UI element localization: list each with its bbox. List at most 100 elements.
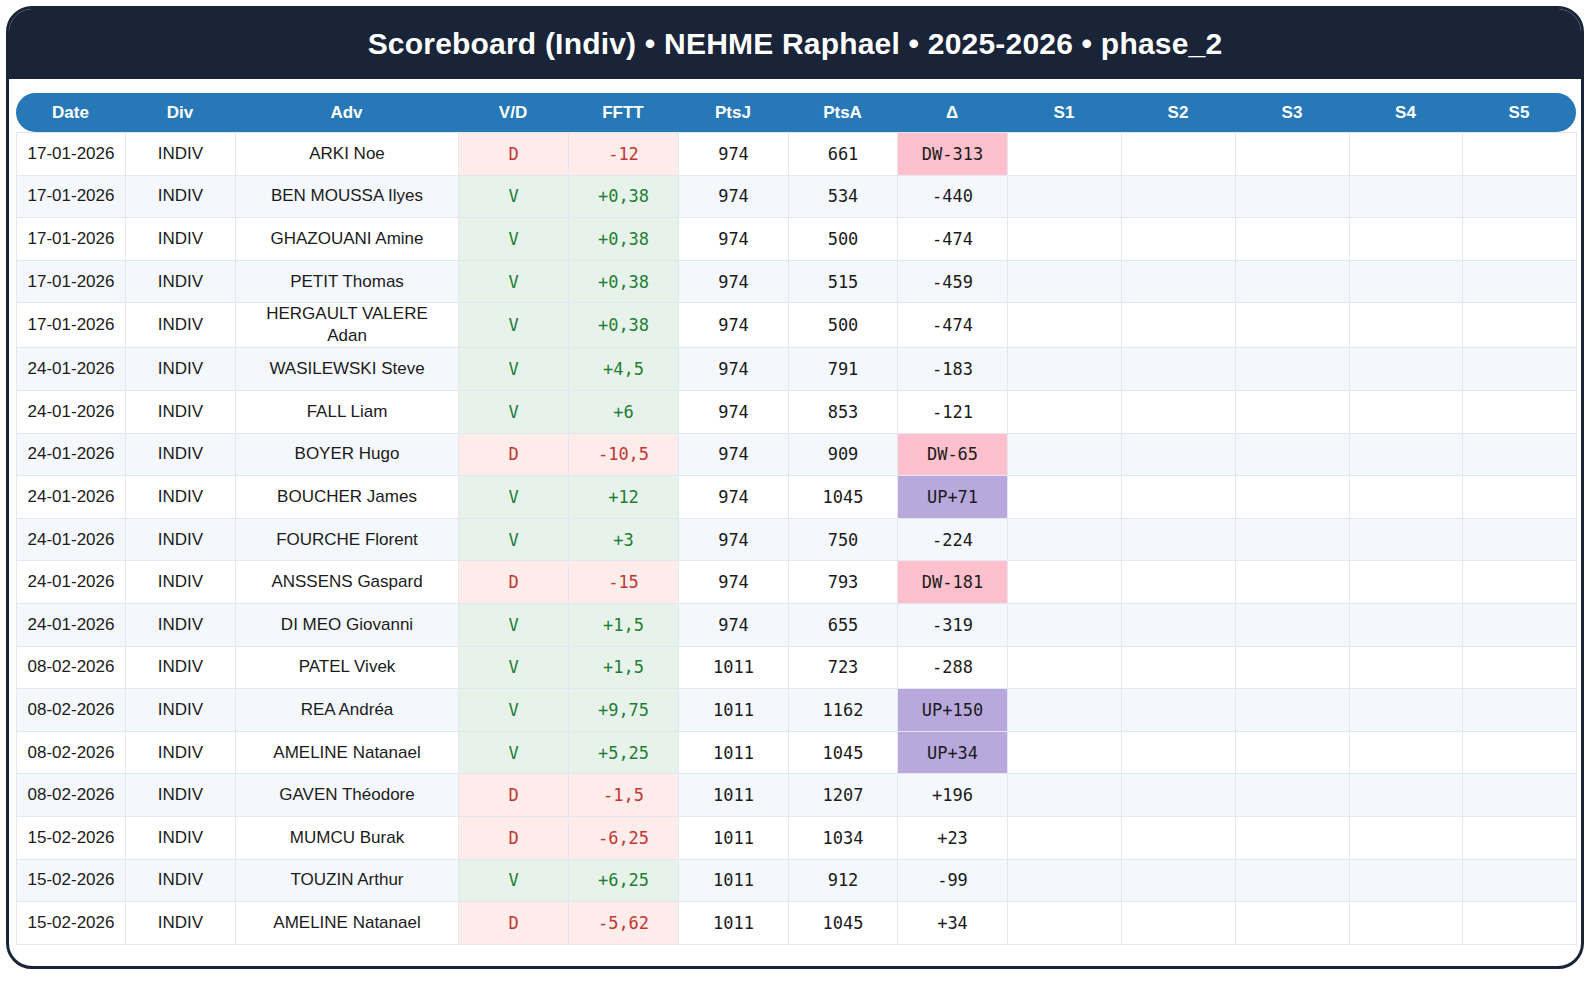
- player-points-cell: 974: [679, 561, 789, 604]
- match-row: 24-01-2026 INDIV FOURCHE Florent V +3 97…: [17, 518, 1577, 561]
- set3-cell: [1236, 774, 1350, 817]
- set3-cell: [1236, 731, 1350, 774]
- result-cell: D: [459, 561, 569, 604]
- set4-cell: [1350, 133, 1463, 176]
- date-cell: 17-01-2026: [17, 260, 126, 303]
- set5-cell: [1463, 476, 1577, 519]
- opponent-name-cell: GAVEN Théodore: [236, 774, 459, 817]
- fftt-points-cell: -15: [569, 561, 679, 604]
- set5-cell: [1463, 390, 1577, 433]
- player-points-cell: 974: [679, 175, 789, 218]
- fftt-points-cell: +6: [569, 390, 679, 433]
- set2-cell: [1122, 774, 1236, 817]
- set2-cell: [1122, 260, 1236, 303]
- opponent-name-cell: BOUCHER James: [236, 476, 459, 519]
- result-cell: V: [459, 303, 569, 348]
- column-header-s5: S5: [1462, 103, 1576, 123]
- opponent-name-cell: ANSSENS Gaspard: [236, 561, 459, 604]
- set1-cell: [1008, 133, 1122, 176]
- division-cell: INDIV: [126, 646, 236, 689]
- set3-cell: [1236, 348, 1350, 391]
- fftt-points-cell: -10,5: [569, 433, 679, 476]
- opponent-points-cell: 1207: [789, 774, 898, 817]
- title-bar: Scoreboard (Indiv) • NEHME Raphael • 202…: [9, 9, 1581, 79]
- match-row: 17-01-2026 INDIV GHAZOUANI Amine V +0,38…: [17, 218, 1577, 261]
- result-cell: D: [459, 774, 569, 817]
- set4-cell: [1350, 603, 1463, 646]
- delta-cell: -288: [898, 646, 1008, 689]
- delta-cell: +34: [898, 902, 1008, 945]
- opponent-name-cell: PATEL Vivek: [236, 646, 459, 689]
- result-cell: D: [459, 133, 569, 176]
- delta-cell: UP+34: [898, 731, 1008, 774]
- player-points-cell: 974: [679, 218, 789, 261]
- match-row: 17-01-2026 INDIV BEN MOUSSA Ilyes V +0,3…: [17, 175, 1577, 218]
- column-header-ptsa: PtsA: [788, 103, 897, 123]
- opponent-points-cell: 534: [789, 175, 898, 218]
- delta-cell: DW-65: [898, 433, 1008, 476]
- delta-cell: UP+150: [898, 689, 1008, 732]
- page-title: Scoreboard (Indiv) • NEHME Raphael • 202…: [368, 27, 1223, 61]
- set5-cell: [1463, 260, 1577, 303]
- delta-cell: -474: [898, 303, 1008, 348]
- delta-cell: -440: [898, 175, 1008, 218]
- set1-cell: [1008, 476, 1122, 519]
- set3-cell: [1236, 646, 1350, 689]
- set4-cell: [1350, 902, 1463, 945]
- delta-cell: DW-313: [898, 133, 1008, 176]
- set4-cell: [1350, 518, 1463, 561]
- delta-cell: UP+71: [898, 476, 1008, 519]
- set4-cell: [1350, 561, 1463, 604]
- set4-cell: [1350, 348, 1463, 391]
- date-cell: 24-01-2026: [17, 348, 126, 391]
- opponent-points-cell: 661: [789, 133, 898, 176]
- set5-cell: [1463, 774, 1577, 817]
- set2-cell: [1122, 175, 1236, 218]
- opponent-points-cell: 750: [789, 518, 898, 561]
- division-cell: INDIV: [126, 561, 236, 604]
- column-header-s3: S3: [1235, 103, 1349, 123]
- player-points-cell: 1011: [679, 689, 789, 732]
- delta-cell: -474: [898, 218, 1008, 261]
- fftt-points-cell: +0,38: [569, 303, 679, 348]
- set4-cell: [1350, 476, 1463, 519]
- set4-cell: [1350, 816, 1463, 859]
- delta-cell: -99: [898, 859, 1008, 902]
- division-cell: INDIV: [126, 260, 236, 303]
- set2-cell: [1122, 303, 1236, 348]
- set2-cell: [1122, 348, 1236, 391]
- result-cell: V: [459, 689, 569, 732]
- set4-cell: [1350, 433, 1463, 476]
- result-cell: V: [459, 859, 569, 902]
- result-cell: V: [459, 731, 569, 774]
- date-cell: 17-01-2026: [17, 175, 126, 218]
- set1-cell: [1008, 433, 1122, 476]
- date-cell: 15-02-2026: [17, 902, 126, 945]
- player-points-cell: 974: [679, 390, 789, 433]
- set2-cell: [1122, 518, 1236, 561]
- player-points-cell: 974: [679, 603, 789, 646]
- set1-cell: [1008, 774, 1122, 817]
- column-header-ptsj: PtsJ: [678, 103, 788, 123]
- table-area: DateDivAdvV/DFFTTPtsJPtsAΔS1S2S3S4S5 17-…: [9, 79, 1581, 945]
- opponent-name-cell: HERGAULT VALERE Adan: [236, 303, 459, 348]
- result-cell: D: [459, 433, 569, 476]
- set5-cell: [1463, 689, 1577, 732]
- player-points-cell: 1011: [679, 816, 789, 859]
- set3-cell: [1236, 603, 1350, 646]
- division-cell: INDIV: [126, 816, 236, 859]
- delta-cell: -121: [898, 390, 1008, 433]
- set5-cell: [1463, 646, 1577, 689]
- opponent-points-cell: 793: [789, 561, 898, 604]
- result-cell: D: [459, 902, 569, 945]
- set4-cell: [1350, 303, 1463, 348]
- set1-cell: [1008, 175, 1122, 218]
- set4-cell: [1350, 859, 1463, 902]
- match-row: 24-01-2026 INDIV ANSSENS Gaspard D -15 9…: [17, 561, 1577, 604]
- set1-cell: [1008, 859, 1122, 902]
- opponent-name-cell: PETIT Thomas: [236, 260, 459, 303]
- set2-cell: [1122, 646, 1236, 689]
- match-row: 08-02-2026 INDIV AMELINE Natanael V +5,2…: [17, 731, 1577, 774]
- division-cell: INDIV: [126, 859, 236, 902]
- set2-cell: [1122, 390, 1236, 433]
